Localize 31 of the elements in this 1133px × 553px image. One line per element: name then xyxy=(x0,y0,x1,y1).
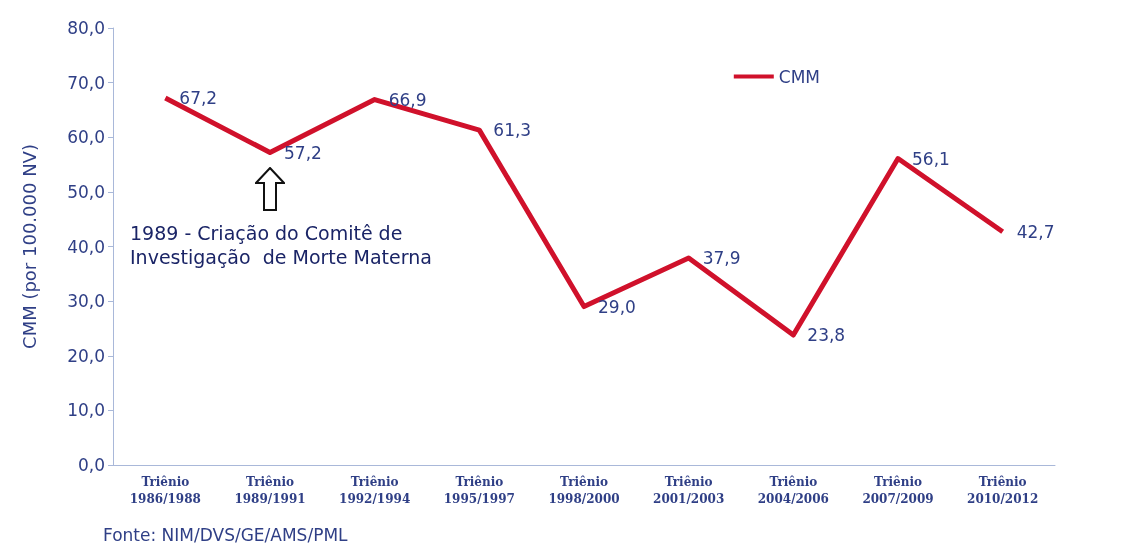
x-tick-label: Triênio 1995/1997 xyxy=(443,474,515,506)
y-tick-label: 20,0 xyxy=(67,345,105,366)
y-tick-label: 80,0 xyxy=(67,18,105,38)
x-tick-label: Triênio 2007/2009 xyxy=(862,474,934,506)
data-label: 66,9 xyxy=(388,89,427,110)
y-tick-label: 10,0 xyxy=(67,400,105,421)
data-label: 37,9 xyxy=(702,247,741,268)
x-tick-label: Triênio 1992/1994 xyxy=(339,474,411,506)
x-tick-label: Triênio 1998/2000 xyxy=(548,474,620,506)
data-label: 57,2 xyxy=(284,142,322,163)
y-tick-label: 70,0 xyxy=(67,72,105,93)
legend-label: CMM xyxy=(778,66,821,87)
x-tick-label: Triênio 2010/2012 xyxy=(967,474,1039,506)
data-label: 56,1 xyxy=(912,148,950,169)
x-tick-label: Triênio 2001/2003 xyxy=(653,474,725,506)
data-label: 23,8 xyxy=(807,324,846,345)
data-label: 29,0 xyxy=(598,296,636,317)
y-tick-label: 40,0 xyxy=(67,236,105,257)
data-label: 42,7 xyxy=(1016,221,1055,242)
y-tick-label: 50,0 xyxy=(67,181,105,202)
y-tick-label: 0,0 xyxy=(77,455,105,475)
annotation: 1989 - Criação do Comitê de Investigação de Morte Materna xyxy=(130,221,432,268)
y-tick-label: 30,0 xyxy=(67,291,105,312)
y-axis-title: CMM (por 100.000 NV) xyxy=(18,144,40,349)
data-label: 61,3 xyxy=(493,120,532,141)
source-note: Fonte: NIM/DVS/GE/AMS/PML xyxy=(103,524,349,545)
x-tick-label: Triênio 1986/1988 xyxy=(129,474,201,506)
y-tick-label: 60,0 xyxy=(67,127,105,148)
data-label: 67,2 xyxy=(179,87,218,108)
x-tick-label: Triênio 1989/1991 xyxy=(234,474,306,506)
x-tick-label: Triênio 2004/2006 xyxy=(757,474,829,506)
